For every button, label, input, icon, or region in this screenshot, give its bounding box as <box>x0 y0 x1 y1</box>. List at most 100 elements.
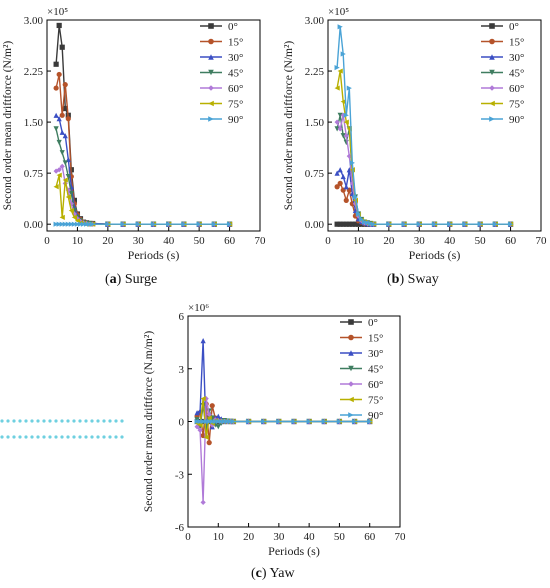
data-point <box>90 221 96 227</box>
series-90° <box>334 24 514 227</box>
legend-label: 75° <box>509 99 524 111</box>
strip-dot <box>0 435 4 439</box>
legend-marker <box>348 412 354 418</box>
chart-a: 0 10 20 30 40 50 60 70 0.00 0.75 1.50 2.25 3.00×10⁵ P… <box>2 6 266 262</box>
strip-dot <box>102 419 106 423</box>
legend-marker <box>208 69 214 76</box>
series-90° <box>194 418 373 425</box>
strip-dot <box>42 419 46 423</box>
legend-label: 45° <box>509 68 524 80</box>
y-tick-label: 6 <box>179 311 185 323</box>
strip-dot <box>30 419 34 423</box>
data-point <box>352 201 358 207</box>
data-point <box>337 68 343 74</box>
data-point <box>209 418 215 425</box>
y-tick-label: 0.00 <box>24 219 44 231</box>
data-point <box>56 221 62 227</box>
x-tick-label: 20 <box>243 531 255 543</box>
legend-marker <box>348 319 354 325</box>
strip-dot <box>66 419 70 423</box>
legend-marker <box>208 54 214 60</box>
data-point <box>196 221 202 227</box>
y-exponent-label: ×10⁵ <box>328 6 349 18</box>
plot-frame <box>327 19 542 232</box>
data-point <box>334 184 340 190</box>
x-tick-label: 40 <box>163 235 175 247</box>
data-point <box>215 413 221 419</box>
data-point <box>53 184 59 190</box>
strip-dot <box>48 419 52 423</box>
strip-dot <box>12 435 16 439</box>
strip-dot <box>72 419 76 423</box>
data-point <box>71 221 77 227</box>
chart-b: 0 10 20 30 40 50 60 70 0.00 0.75 1.50 2.25 3.00×10⁵ P… <box>283 6 547 262</box>
y-tick-label: -3 <box>175 469 185 481</box>
data-point <box>337 167 343 173</box>
y-tick-label: 2.25 <box>305 66 325 78</box>
data-point <box>194 424 200 430</box>
strip-dot <box>54 419 58 423</box>
data-point <box>336 418 343 425</box>
legend-label: 60° <box>509 83 524 95</box>
y-tick-label: 1.50 <box>24 117 44 129</box>
y-axis-title: Second order mean driftforce (N.m/m²) <box>143 331 155 512</box>
x-tick-label: 0 <box>44 235 50 247</box>
data-point <box>59 150 65 156</box>
legend-label: 30° <box>509 52 524 64</box>
series-15° <box>53 71 233 227</box>
strip-dot <box>84 419 88 423</box>
data-point <box>224 418 230 425</box>
legend-marker <box>489 116 495 122</box>
data-point <box>343 119 349 125</box>
data-point <box>59 163 65 169</box>
data-point <box>53 126 59 132</box>
data-point <box>59 112 65 118</box>
data-point <box>105 221 111 227</box>
data-point <box>120 221 126 227</box>
x-tick-label: 70 <box>536 235 548 247</box>
data-point <box>227 418 233 425</box>
legend-label: 75° <box>228 99 243 111</box>
data-point <box>200 418 206 425</box>
data-point <box>276 418 282 425</box>
strip-dot <box>114 419 118 423</box>
strip-dot <box>78 435 82 439</box>
data-point <box>203 418 209 425</box>
data-point <box>65 116 71 122</box>
x-tick-label: 10 <box>72 235 84 247</box>
data-point <box>211 221 217 227</box>
y-tick-label: 0.75 <box>305 168 325 180</box>
legend-label: 30° <box>228 52 243 64</box>
x-tick-label: 60 <box>224 235 236 247</box>
data-point <box>197 422 203 428</box>
strip-dot <box>72 435 76 439</box>
legend-label: 90° <box>509 114 524 126</box>
data-point <box>62 160 68 166</box>
x-tick-label: 30 <box>133 235 145 247</box>
data-point <box>340 51 346 57</box>
y-axis-title: Second order mean driftforce (N/m²) <box>2 41 14 211</box>
data-point <box>56 22 62 29</box>
data-point <box>492 221 498 227</box>
data-point <box>68 207 74 214</box>
caption-c: (c) Yaw <box>251 566 295 581</box>
data-point <box>200 396 206 402</box>
legend-marker <box>208 38 214 45</box>
strip-dot <box>54 435 58 439</box>
data-point <box>462 221 468 227</box>
data-point <box>197 418 203 425</box>
series-line <box>55 164 230 225</box>
data-point <box>62 221 68 227</box>
data-point <box>203 434 209 440</box>
data-point <box>226 221 233 227</box>
x-tick-label: 40 <box>304 531 316 543</box>
data-point <box>340 133 346 139</box>
legend-marker <box>489 23 495 29</box>
data-point <box>306 418 312 425</box>
legend-label: 0° <box>228 21 238 33</box>
data-point <box>291 418 297 425</box>
data-point <box>150 221 157 227</box>
strip-dot <box>114 435 118 439</box>
legend-marker <box>489 38 495 45</box>
data-point <box>352 194 358 200</box>
